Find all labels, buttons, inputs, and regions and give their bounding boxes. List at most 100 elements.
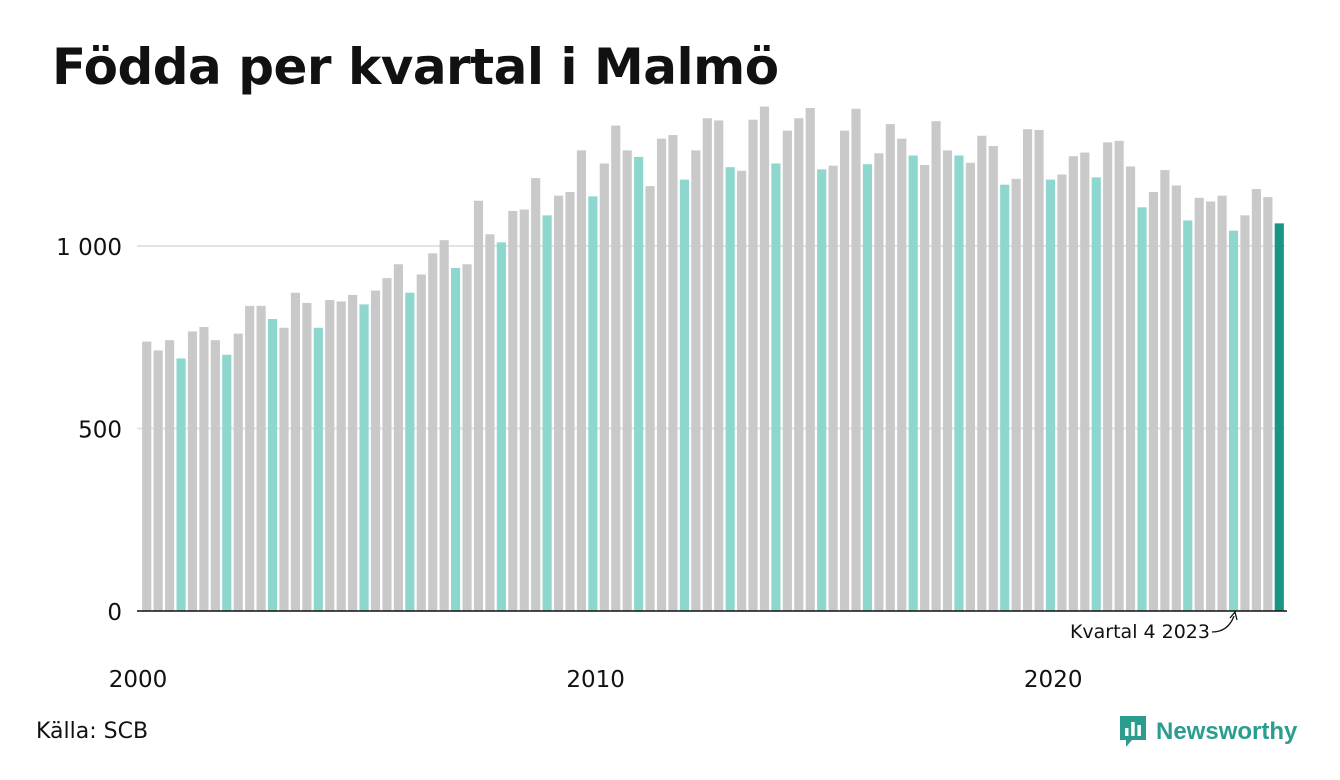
bar xyxy=(222,354,232,611)
bar xyxy=(393,264,403,611)
bar xyxy=(153,350,163,611)
bar xyxy=(679,179,689,611)
bar xyxy=(245,305,255,611)
bar-chart: 0 500 1 000 2000 2010 2020 Kvartal 4 2023 xyxy=(56,106,1287,693)
bar xyxy=(565,191,575,612)
bar xyxy=(1263,197,1273,611)
bar xyxy=(1125,166,1136,611)
bar xyxy=(302,302,312,611)
bar xyxy=(1171,185,1181,611)
bar xyxy=(1103,142,1113,611)
bar xyxy=(233,333,243,611)
bar xyxy=(702,118,712,611)
bar xyxy=(496,242,506,611)
bar xyxy=(885,124,895,611)
annotation-label: Kvartal 4 2023 xyxy=(1070,621,1210,643)
bar xyxy=(645,186,655,611)
bar xyxy=(553,195,564,611)
bar xyxy=(428,253,438,612)
bar xyxy=(1183,220,1193,611)
bar xyxy=(817,169,827,611)
bar xyxy=(336,301,346,611)
bar xyxy=(1068,156,1078,611)
bar xyxy=(325,300,335,611)
bar xyxy=(359,304,369,611)
bar xyxy=(1217,195,1227,611)
bar xyxy=(451,267,461,611)
bar xyxy=(1011,178,1021,611)
bar xyxy=(1045,179,1056,611)
bar xyxy=(473,200,484,612)
bar xyxy=(267,319,278,611)
bar xyxy=(622,150,632,611)
bar xyxy=(794,118,804,611)
bar xyxy=(908,155,918,612)
bar xyxy=(313,327,323,611)
bar xyxy=(862,164,873,612)
bar xyxy=(531,178,541,612)
x-axis-ticks: 2000 2010 2020 xyxy=(109,667,1083,693)
bar xyxy=(165,340,175,611)
x-tick-label: 2010 xyxy=(566,667,625,693)
bar xyxy=(1080,152,1090,611)
bar xyxy=(1034,129,1044,611)
bar xyxy=(691,150,701,611)
bar xyxy=(1023,129,1033,611)
bar xyxy=(1000,184,1010,611)
bar xyxy=(1228,230,1239,612)
newsworthy-icon xyxy=(1120,716,1146,747)
bar xyxy=(519,209,529,611)
bar xyxy=(782,130,792,611)
bar xyxy=(920,164,930,611)
bar xyxy=(1148,191,1159,612)
bar xyxy=(1137,207,1147,611)
bar xyxy=(1240,215,1250,611)
y-tick-label: 0 xyxy=(107,600,122,626)
bar xyxy=(576,150,587,611)
bar xyxy=(839,130,850,611)
bar xyxy=(954,155,964,612)
bar xyxy=(874,153,884,612)
bar xyxy=(634,156,644,611)
x-tick-label: 2020 xyxy=(1024,667,1083,693)
bar xyxy=(1251,189,1261,611)
brand-name: Newsworthy xyxy=(1156,718,1298,745)
bar xyxy=(348,294,358,611)
bar xyxy=(611,125,621,612)
bar xyxy=(942,150,953,611)
bar xyxy=(668,135,678,612)
y-tick-label: 500 xyxy=(78,418,122,444)
bar xyxy=(1194,197,1204,611)
bar xyxy=(382,278,392,611)
bar xyxy=(1091,177,1101,611)
bar xyxy=(199,327,209,611)
bar xyxy=(988,145,998,612)
bar xyxy=(405,292,415,611)
bar xyxy=(897,138,907,611)
bar xyxy=(656,138,667,611)
annotation-arrow xyxy=(1211,615,1235,633)
source-label: Källa: SCB xyxy=(36,719,149,744)
bar xyxy=(187,331,198,611)
bar xyxy=(485,234,495,611)
bar xyxy=(851,108,861,611)
bar xyxy=(142,341,152,611)
y-axis-ticks: 0 500 1 000 xyxy=(56,235,122,626)
bars xyxy=(142,106,1284,612)
bar xyxy=(210,340,220,611)
bar xyxy=(725,167,735,611)
bar xyxy=(416,274,426,611)
bar xyxy=(176,358,186,611)
bar xyxy=(771,163,781,611)
newsworthy-logo: Newsworthy xyxy=(1118,714,1297,750)
bar xyxy=(1160,170,1170,611)
bar xyxy=(599,163,609,611)
bar xyxy=(805,108,815,611)
bar xyxy=(965,162,975,611)
bar xyxy=(279,327,289,611)
bar xyxy=(439,240,449,611)
x-tick-label: 2000 xyxy=(109,667,168,693)
bar xyxy=(1274,223,1284,611)
y-tick-label: 1 000 xyxy=(56,235,122,261)
annotation-arrowhead xyxy=(1229,610,1238,621)
